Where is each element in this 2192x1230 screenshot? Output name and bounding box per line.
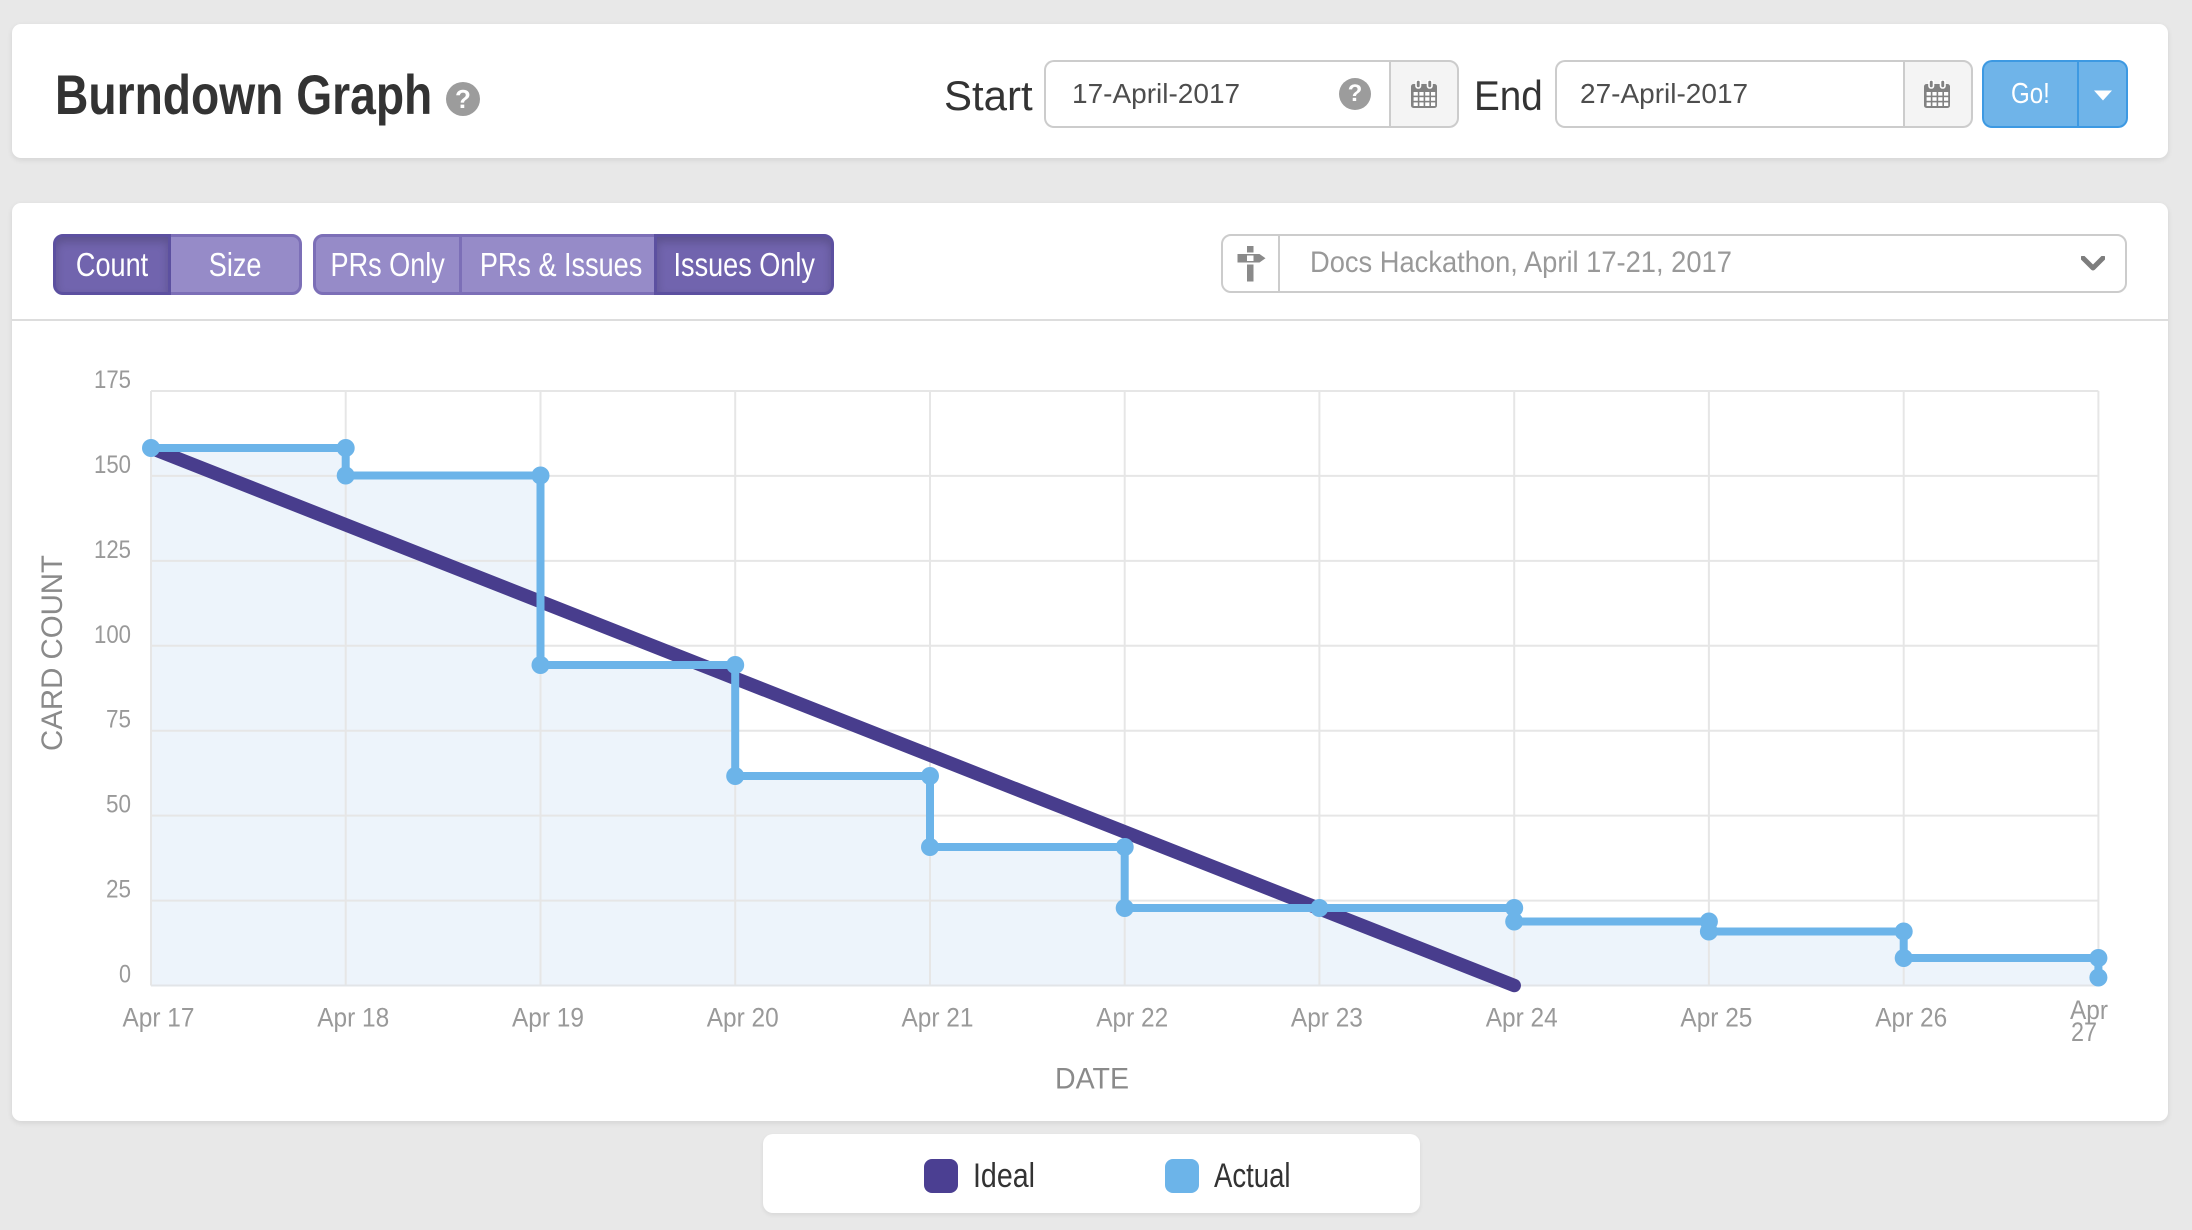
- svg-text:Apr: Apr: [2070, 995, 2108, 1025]
- svg-text:DATE: DATE: [1055, 1063, 1129, 1096]
- svg-text:CARD COUNT: CARD COUNT: [36, 555, 69, 751]
- svg-text:0: 0: [119, 961, 131, 989]
- svg-text:Apr 21: Apr 21: [902, 1003, 974, 1033]
- svg-text:100: 100: [94, 621, 131, 649]
- svg-text:25: 25: [106, 876, 131, 904]
- svg-text:Apr 18: Apr 18: [317, 1003, 389, 1033]
- svg-text:175: 175: [94, 366, 131, 394]
- svg-text:50: 50: [106, 791, 131, 819]
- svg-text:Apr 24: Apr 24: [1486, 1003, 1558, 1033]
- svg-text:Apr 23: Apr 23: [1291, 1003, 1363, 1033]
- svg-text:125: 125: [94, 536, 131, 564]
- svg-text:Apr 19: Apr 19: [512, 1003, 584, 1033]
- svg-text:Apr 22: Apr 22: [1096, 1003, 1168, 1033]
- svg-text:Apr 25: Apr 25: [1680, 1003, 1752, 1033]
- svg-text:Apr 20: Apr 20: [707, 1003, 779, 1033]
- svg-text:150: 150: [94, 451, 131, 479]
- svg-text:Apr 17: Apr 17: [123, 1003, 195, 1033]
- svg-text:Apr 26: Apr 26: [1875, 1003, 1947, 1033]
- svg-text:27: 27: [2071, 1017, 2097, 1047]
- svg-text:75: 75: [106, 706, 131, 734]
